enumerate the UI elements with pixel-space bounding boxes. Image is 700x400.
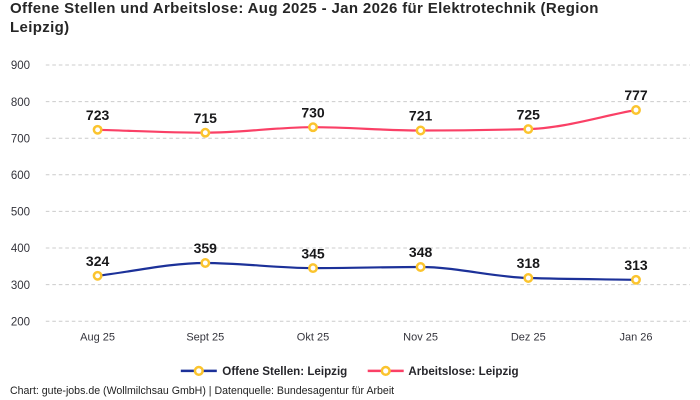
svg-text:359: 359	[194, 240, 218, 256]
svg-text:324: 324	[86, 253, 110, 269]
svg-text:723: 723	[86, 107, 110, 123]
svg-text:318: 318	[517, 255, 541, 271]
svg-text:Offene Stellen: Leipzig: Offene Stellen: Leipzig	[222, 365, 347, 378]
svg-text:721: 721	[409, 108, 433, 124]
svg-text:500: 500	[11, 207, 30, 219]
svg-text:777: 777	[624, 87, 648, 103]
svg-text:300: 300	[11, 280, 30, 292]
svg-text:Sept 25: Sept 25	[186, 331, 224, 343]
svg-text:600: 600	[11, 170, 30, 182]
svg-text:Dez 25: Dez 25	[511, 331, 546, 343]
svg-text:Arbeitslose: Leipzig: Arbeitslose: Leipzig	[408, 365, 518, 378]
svg-text:730: 730	[301, 104, 325, 120]
svg-text:725: 725	[517, 106, 541, 122]
svg-text:700: 700	[11, 133, 30, 145]
svg-text:345: 345	[301, 245, 325, 261]
svg-text:715: 715	[194, 110, 218, 126]
svg-text:Jan 26: Jan 26	[619, 331, 652, 343]
svg-text:400: 400	[11, 243, 30, 255]
svg-text:Okt 25: Okt 25	[297, 331, 329, 343]
svg-text:313: 313	[624, 257, 648, 273]
svg-text:Aug 25: Aug 25	[80, 331, 115, 343]
svg-text:800: 800	[11, 97, 30, 109]
svg-text:Nov 25: Nov 25	[403, 331, 438, 343]
svg-text:900: 900	[11, 60, 30, 72]
svg-text:348: 348	[409, 244, 433, 260]
svg-text:200: 200	[11, 316, 30, 328]
